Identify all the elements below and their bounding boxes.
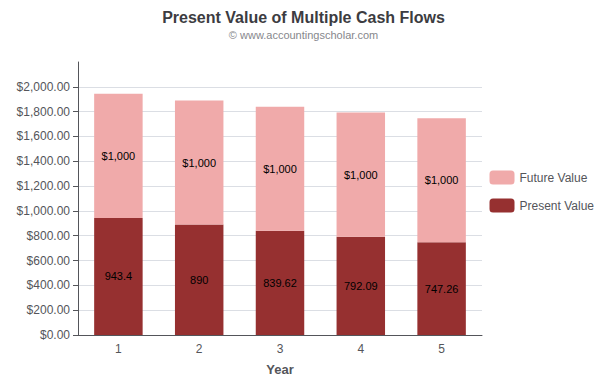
- svg-text:4: 4: [357, 342, 364, 356]
- svg-text:$1,000: $1,000: [425, 174, 459, 186]
- svg-text:3: 3: [277, 342, 284, 356]
- svg-text:Year: Year: [266, 362, 293, 377]
- svg-text:5: 5: [438, 342, 445, 356]
- svg-text:$1,000: $1,000: [182, 157, 216, 169]
- svg-text:1: 1: [115, 342, 122, 356]
- svg-text:$1,000: $1,000: [102, 150, 136, 162]
- svg-text:$1,400.00: $1,400.00: [17, 154, 71, 168]
- svg-text:$1,600.00: $1,600.00: [17, 129, 71, 143]
- svg-text:$0.00: $0.00: [40, 328, 70, 342]
- svg-text:$1,000: $1,000: [263, 163, 297, 175]
- svg-text:839.62: 839.62: [263, 277, 297, 289]
- svg-text:Present Value: Present Value: [520, 199, 595, 213]
- svg-text:$1,000: $1,000: [344, 169, 378, 181]
- svg-text:792.09: 792.09: [344, 280, 378, 292]
- svg-text:Present Value of Multiple Cash: Present Value of Multiple Cash Flows: [162, 9, 445, 26]
- svg-text:747.26: 747.26: [425, 283, 459, 295]
- svg-text:890: 890: [190, 274, 208, 286]
- svg-text:© www.accountingscholar.com: © www.accountingscholar.com: [229, 29, 378, 41]
- svg-text:$600.00: $600.00: [27, 254, 71, 268]
- svg-text:2: 2: [196, 342, 203, 356]
- svg-text:$1,200.00: $1,200.00: [17, 179, 71, 193]
- svg-text:$1,800.00: $1,800.00: [17, 105, 71, 119]
- svg-text:$400.00: $400.00: [27, 278, 71, 292]
- svg-text:$800.00: $800.00: [27, 229, 71, 243]
- svg-text:943.4: 943.4: [105, 270, 133, 282]
- svg-text:Future Value: Future Value: [520, 171, 588, 185]
- svg-text:$200.00: $200.00: [27, 303, 71, 317]
- svg-text:$1,000.00: $1,000.00: [17, 204, 71, 218]
- svg-text:$2,000.00: $2,000.00: [17, 80, 71, 94]
